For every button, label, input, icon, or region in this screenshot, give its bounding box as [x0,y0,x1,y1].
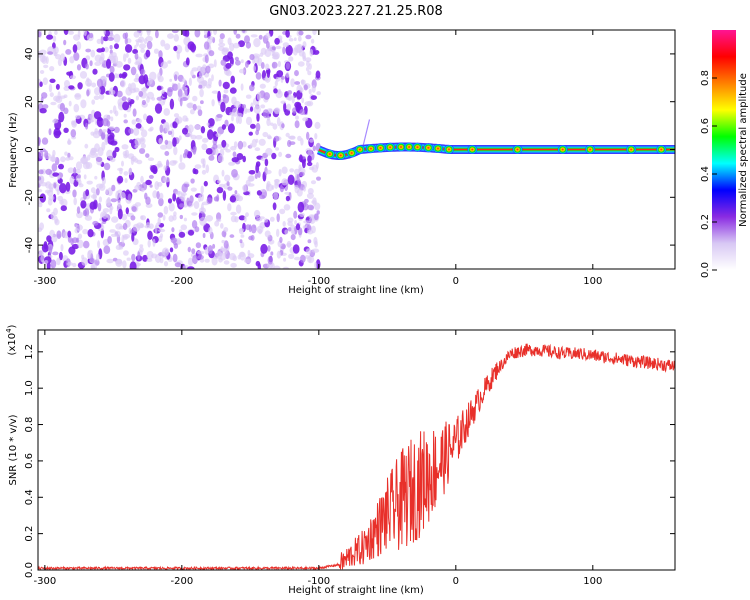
snr-y-label: SNR (10 * v/v) [8,414,19,485]
x-tick-label: -100 [307,276,330,287]
x-tick-label: -300 [33,576,56,587]
snr-panel: -300 -200 -100 0 100 0.0 0.2 0.4 0.6 0.8 1.0 1.2 H… [5,324,676,596]
spectrogram-y-ticks: -40 -20 0 20 40 [24,48,675,253]
snr-y-scale-base: (x10 [7,333,18,356]
colorbar-tick-label: 0.2 [700,214,711,230]
snr-series-line [38,343,675,570]
snr-plot-area [38,343,675,570]
figure-title: GN03.2023.227.21.25.R08 [269,4,443,19]
snr-y-scale-exp: 4 [5,328,13,333]
snr-y-scale: (x104) [5,324,18,355]
colorbar-gradient [712,30,736,270]
y-tick-label: 0.6 [24,453,35,469]
noise-speckle [38,30,322,269]
y-tick-label: 0.2 [24,526,35,542]
y-tick-label: 0 [24,146,35,152]
y-tick-label: 1.0 [24,380,35,396]
spectrogram-x-ticks: -300 -200 -100 0 100 [33,30,602,287]
y-tick-label: 0.4 [24,489,35,505]
colorbar-label: Normalized spectral amplitude [738,73,749,227]
y-tick-label: 20 [24,95,35,108]
snr-y-ticks: 0.0 0.2 0.4 0.6 0.8 1.0 1.2 [24,344,675,578]
x-tick-label: 0 [453,576,459,587]
colorbar-tick-label: 0.0 [700,262,711,278]
x-tick-label: -100 [307,576,330,587]
x-tick-label: 100 [583,576,602,587]
x-tick-label: 100 [583,276,602,287]
colorbar-ticks: 0.0 0.2 0.4 0.6 0.8 [700,70,717,278]
y-tick-label: 40 [24,48,35,61]
y-tick-label: 1.2 [24,344,35,360]
snr-y-scale-close: ) [7,324,18,328]
colorbar-tick-label: 0.4 [700,166,711,182]
x-tick-label: -200 [170,576,193,587]
y-tick-label: 0.0 [24,562,35,578]
colorbar: 0.0 0.2 0.4 0.6 0.8 Normalized spectral ampl… [700,30,749,278]
snr-frame [37,329,676,571]
spectrogram-x-label: Height of straight line (km) [288,285,424,296]
x-tick-label: 0 [453,276,459,287]
spectrogram-y-label: Frequency (Hz) [8,112,19,188]
x-tick-label: -300 [33,276,56,287]
snr-x-ticks: -300 -200 -100 0 100 [33,330,602,587]
colorbar-tick-label: 0.6 [700,118,711,134]
x-tick-label: -200 [170,276,193,287]
y-tick-label: 0.8 [24,417,35,433]
colorbar-tick-label: 0.8 [700,70,711,86]
y-tick-label: -20 [24,189,35,205]
spectrogram-plot-area [38,30,675,269]
snr-x-label: Height of straight line (km) [288,585,424,596]
y-tick-label: -40 [24,237,35,253]
signal-band [316,119,675,161]
